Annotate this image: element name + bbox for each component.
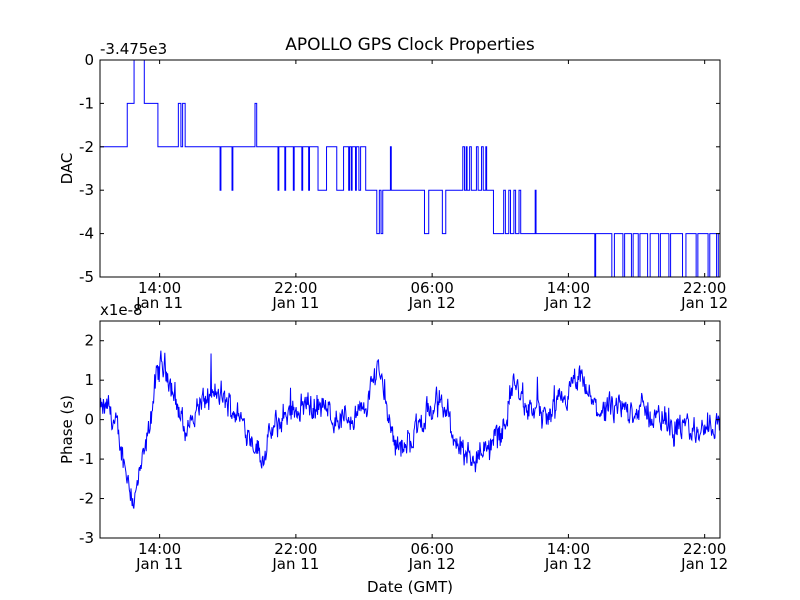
y-tick-label: 1 <box>84 371 94 389</box>
x-tick-date: Jan 12 <box>544 555 592 573</box>
x-tick-date: Jan 11 <box>271 555 319 573</box>
axis-offset-text: -3.475e3 <box>100 40 167 58</box>
chart-title: APOLLO GPS Clock Properties <box>285 35 535 55</box>
x-tick-time: 22:00 <box>683 279 726 297</box>
y-tick-label: -5 <box>79 268 94 286</box>
y-tick-label: -1 <box>79 450 94 468</box>
x-tick-date: Jan 12 <box>544 294 592 312</box>
x-tick-time: 14:00 <box>138 279 181 297</box>
phase-series-line <box>99 350 721 509</box>
y-tick-label: -3 <box>79 181 94 199</box>
axes-frame <box>99 59 721 278</box>
x-tick-date: Jan 12 <box>408 555 456 573</box>
y-axis-label: DAC <box>58 153 76 185</box>
x-tick-date: Jan 11 <box>135 294 183 312</box>
x-tick-time: 14:00 <box>547 279 590 297</box>
y-tick-label: -2 <box>79 490 94 508</box>
x-tick-date: Jan 11 <box>135 555 183 573</box>
dac-series-line <box>100 59 720 278</box>
x-tick-time: 06:00 <box>411 540 454 558</box>
y-tick-label: -4 <box>79 225 94 243</box>
x-tick-date: Jan 12 <box>408 294 456 312</box>
y-tick-label: -3 <box>79 529 94 547</box>
x-tick-date: Jan 12 <box>680 294 728 312</box>
x-tick-date: Jan 12 <box>680 555 728 573</box>
x-tick-time: 06:00 <box>411 279 454 297</box>
axes-frame <box>99 320 721 539</box>
y-tick-label: -1 <box>79 94 94 112</box>
y-axis-label: Phase (s) <box>58 395 76 464</box>
axis-offset-text: x1e-8 <box>100 301 143 319</box>
x-tick-time: 22:00 <box>274 540 317 558</box>
x-tick-time: 14:00 <box>138 540 181 558</box>
x-tick-time: 22:00 <box>683 540 726 558</box>
x-tick-time: 14:00 <box>547 540 590 558</box>
x-tick-date: Jan 11 <box>271 294 319 312</box>
y-tick-label: -2 <box>79 138 94 156</box>
y-tick-label: 2 <box>84 332 94 350</box>
x-tick-time: 22:00 <box>274 279 317 297</box>
y-tick-label: 0 <box>84 51 94 69</box>
x-axis-label: Date (GMT) <box>367 578 453 596</box>
y-tick-label: 0 <box>84 411 94 429</box>
